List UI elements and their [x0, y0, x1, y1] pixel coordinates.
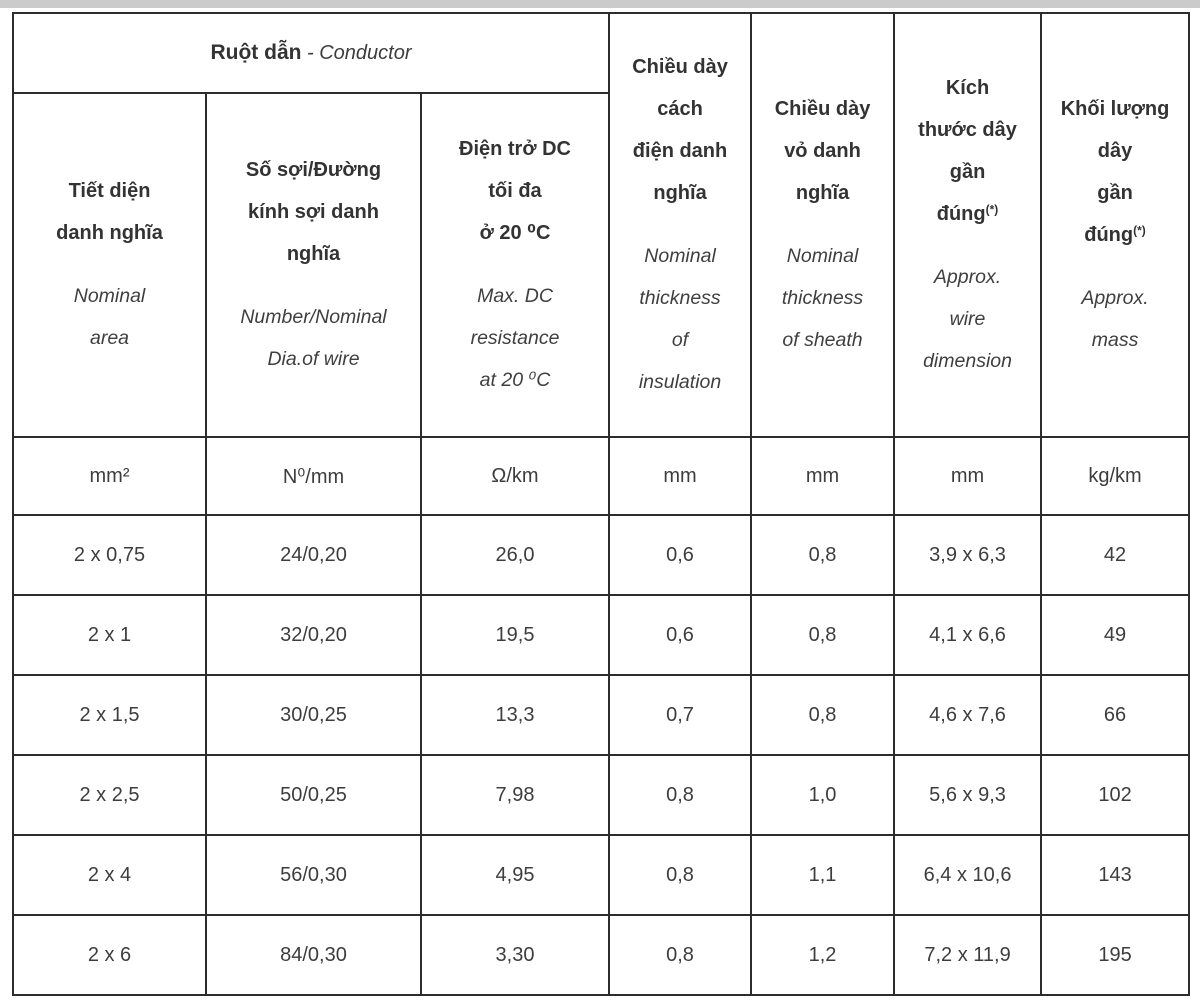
data-row: 2 x 4 56/0,30 4,95 0,8 1,1 6,4 x 10,6 14… — [12, 834, 1191, 916]
cell-resistance: 26,0 — [419, 514, 611, 596]
cell-strands: 24/0,20 — [205, 514, 422, 596]
cell-mass: 42 — [1040, 514, 1191, 596]
footnote-marker: (*) — [985, 202, 999, 217]
page-top-strip — [0, 0, 1200, 8]
cell-dimension: 5,6 x 9,3 — [893, 754, 1043, 836]
unit-mass: kg/km — [1040, 436, 1191, 516]
cell-insulation: 0,8 — [608, 834, 753, 916]
unit-strands: N⁰/mm — [205, 436, 422, 516]
col-header-resistance: Điện trở DC tối đa ở 20 ⁰C Max. DC resist… — [419, 92, 611, 438]
col-header-area: Tiết diện danh nghĩa Nominal area — [12, 92, 207, 438]
col-header-mass-vi: Khối lượng dây gần đúng — [1060, 98, 1170, 247]
unit-area: mm² — [12, 436, 207, 516]
cell-area: 2 x 1 — [12, 594, 207, 676]
col-header-strands-en: Number/Nominal Dia.of wire — [240, 306, 387, 370]
col-header-insulation-vi: Chiều dày cách điện danh nghĩa — [632, 56, 728, 205]
cell-resistance: 3,30 — [419, 914, 611, 996]
data-row: 2 x 1,5 30/0,25 13,3 0,7 0,8 4,6 x 7,6 6… — [12, 674, 1191, 756]
cell-area: 2 x 1,5 — [12, 674, 207, 756]
cable-spec-table: Ruột dẫn - Conductor Chiều dày cách điện… — [11, 12, 1191, 996]
data-row: 2 x 6 84/0,30 3,30 0,8 1,2 7,2 x 11,9 19… — [12, 914, 1191, 996]
col-header-insulation-en: Nominal thickness of insulation — [638, 245, 722, 393]
col-header-area-vi: Tiết diện danh nghĩa — [56, 180, 163, 245]
col-header-insulation: Chiều dày cách điện danh nghĩa Nominal th… — [608, 12, 753, 438]
unit-sheath: mm — [750, 436, 896, 516]
cell-strands: 84/0,30 — [205, 914, 422, 996]
unit-dimension: mm — [893, 436, 1043, 516]
group-header-en: - Conductor — [301, 42, 412, 64]
cell-insulation: 0,8 — [608, 754, 753, 836]
cell-sheath: 0,8 — [750, 674, 896, 756]
data-row: 2 x 0,75 24/0,20 26,0 0,6 0,8 3,9 x 6,3 … — [12, 514, 1191, 596]
cell-mass: 195 — [1040, 914, 1191, 996]
group-header-row: Ruột dẫn - Conductor Chiều dày cách điện… — [11, 12, 1191, 438]
cell-dimension: 6,4 x 10,6 — [893, 834, 1043, 916]
cell-mass: 143 — [1040, 834, 1191, 916]
cell-resistance: 4,95 — [419, 834, 611, 916]
col-header-mass: Khối lượng dây gần đúng(*) Approx. mass — [1040, 12, 1191, 438]
cell-sheath: 1,2 — [750, 914, 896, 996]
cell-sheath: 0,8 — [750, 514, 896, 596]
cell-area: 2 x 6 — [12, 914, 207, 996]
cell-insulation: 0,7 — [608, 674, 753, 756]
cell-insulation: 0,6 — [608, 594, 753, 676]
cell-insulation: 0,6 — [608, 514, 753, 596]
col-header-mass-en: Approx. mass — [1081, 287, 1149, 351]
footnote-marker: (*) — [1133, 223, 1146, 238]
cell-dimension: 4,6 x 7,6 — [893, 674, 1043, 756]
units-row: mm² N⁰/mm Ω/km mm mm mm kg/km — [12, 436, 1191, 516]
cell-sheath: 0,8 — [750, 594, 896, 676]
col-header-dimension: Kích thước dây gần đúng(*) Approx. wire d… — [893, 12, 1043, 438]
col-header-strands: Số sợi/Đường kính sợi danh nghĩa Number/N… — [205, 92, 422, 438]
col-header-dimension-en: Approx. wire dimension — [923, 266, 1012, 372]
col-header-sheath-en: Nominal thickness of sheath — [781, 245, 864, 351]
group-header-conductor: Ruột dẫn - Conductor — [11, 12, 611, 94]
cell-dimension: 3,9 x 6,3 — [893, 514, 1043, 596]
sub-header-row: Tiết diện danh nghĩa Nominal area Số sợi/… — [12, 92, 1189, 438]
cell-dimension: 7,2 x 11,9 — [893, 914, 1043, 996]
cell-mass: 66 — [1040, 674, 1191, 756]
cell-mass: 102 — [1040, 754, 1191, 836]
cell-area: 2 x 0,75 — [12, 514, 207, 596]
data-row: 2 x 2,5 50/0,25 7,98 0,8 1,0 5,6 x 9,3 1… — [12, 754, 1191, 836]
cell-strands: 56/0,30 — [205, 834, 422, 916]
group-header-vi: Ruột dẫn — [210, 41, 302, 64]
cell-area: 2 x 2,5 — [12, 754, 207, 836]
cell-area: 2 x 4 — [12, 834, 207, 916]
col-header-strands-vi: Số sợi/Đường kính sợi danh nghĩa — [245, 159, 382, 266]
col-header-resistance-vi: Điện trở DC tối đa ở 20 ⁰C — [459, 138, 572, 245]
col-header-dimension-vi: Kích thước dây gần đúng — [918, 77, 1017, 226]
cell-mass: 49 — [1040, 594, 1191, 676]
col-header-sheath: Chiều dày vỏ danh nghĩa Nominal thickness… — [750, 12, 896, 438]
cell-resistance: 7,98 — [419, 754, 611, 836]
cell-strands: 30/0,25 — [205, 674, 422, 756]
col-header-sheath-vi: Chiều dày vỏ danh nghĩa — [774, 98, 871, 205]
unit-resistance: Ω/km — [419, 436, 611, 516]
col-header-resistance-en: Max. DC resistance at 20 ⁰C — [470, 285, 560, 391]
cell-strands: 50/0,25 — [205, 754, 422, 836]
col-header-area-en: Nominal area — [73, 285, 146, 349]
cell-dimension: 4,1 x 6,6 — [893, 594, 1043, 676]
cell-sheath: 1,1 — [750, 834, 896, 916]
data-row: 2 x 1 32/0,20 19,5 0,6 0,8 4,1 x 6,6 49 — [12, 594, 1191, 676]
cell-sheath: 1,0 — [750, 754, 896, 836]
cell-resistance: 19,5 — [419, 594, 611, 676]
cell-resistance: 13,3 — [419, 674, 611, 756]
cell-strands: 32/0,20 — [205, 594, 422, 676]
cell-insulation: 0,8 — [608, 914, 753, 996]
unit-insulation: mm — [608, 436, 753, 516]
